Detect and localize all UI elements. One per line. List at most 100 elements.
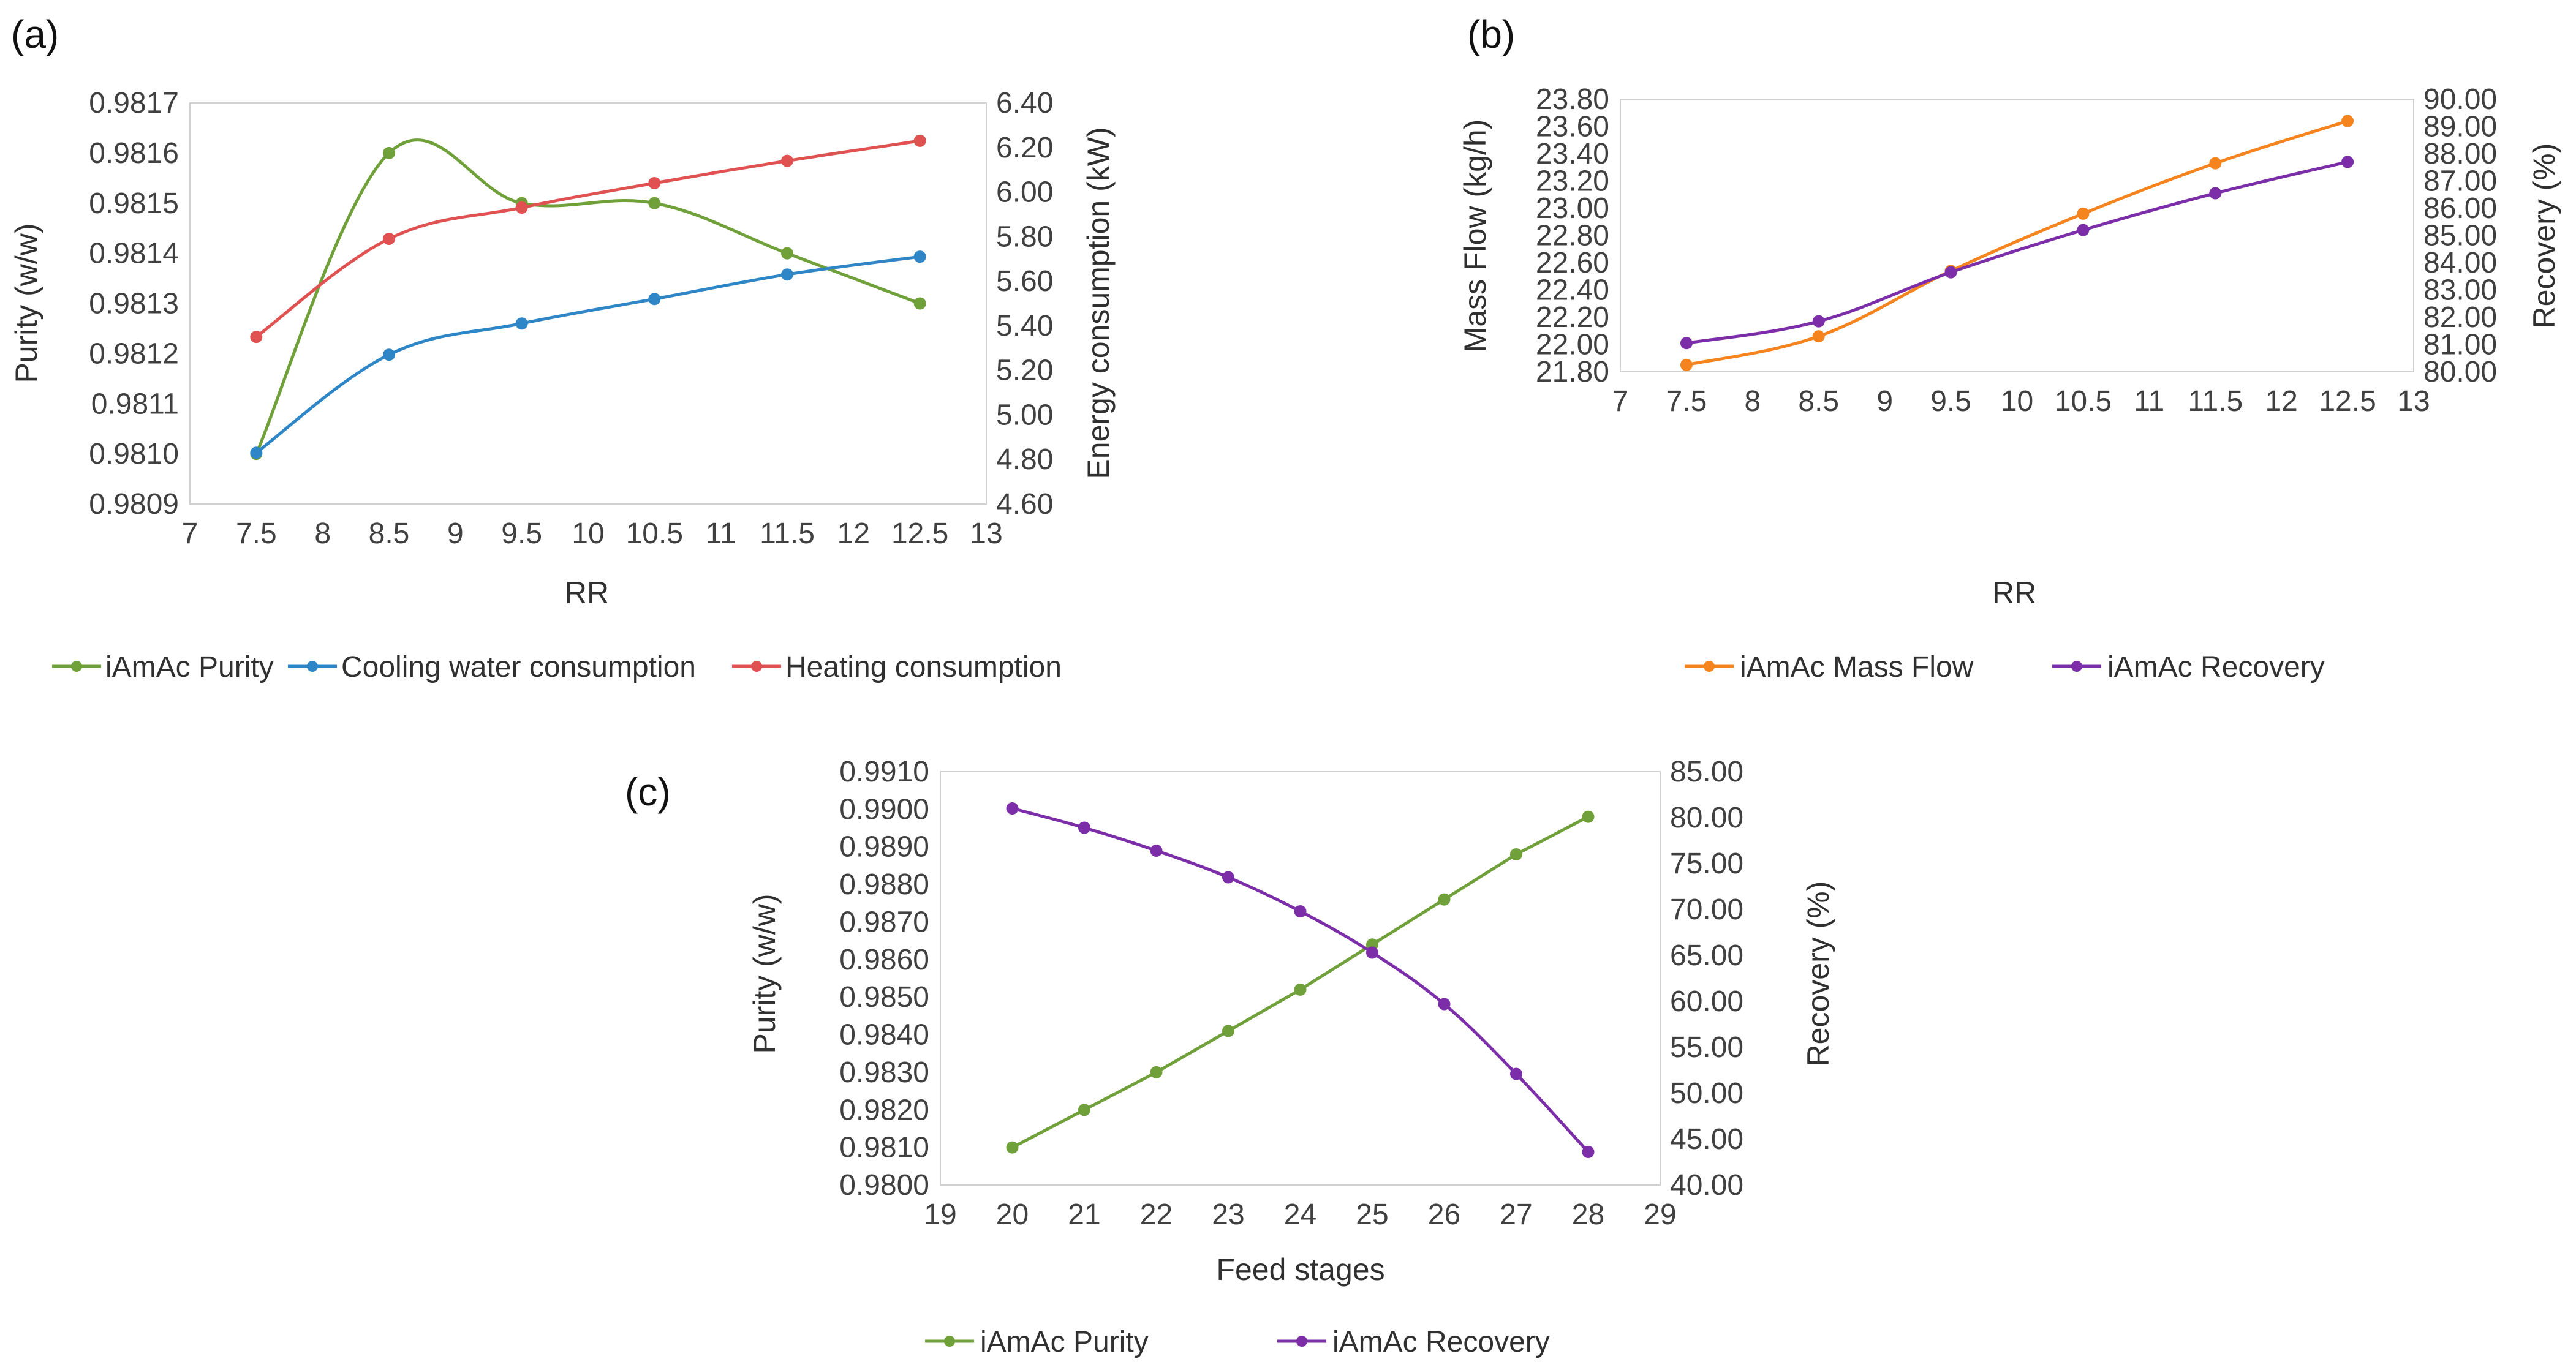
x-tick-c-10: 29 [1644,1199,1676,1231]
x-tick-a-2: 8 [314,518,331,550]
legend-marker-c-purity [944,1336,955,1347]
data-point-b-iamac-recovery-3 [2077,224,2090,236]
y-axis-title-b: Mass Flow (kg/h) [1458,119,1492,353]
x-tick-b-4: 9 [1876,385,1893,418]
series-line-a-iamac-purity [255,138,921,455]
data-point-a-iamac-purity-5 [913,297,926,310]
series-line-b-iamac-recovery [1686,160,2348,345]
panel-c: (c) 0.9800 0.9810 0.9820 0.9830 0.9840 0.9850… [625,756,1835,1358]
data-point-b-iamac-recovery-2 [1944,266,1957,279]
x-axis-title-b: RR [1992,576,2036,610]
y-tick-left-a-2: 0.9811 [91,388,179,420]
legend-marker-a-heating [751,661,762,672]
data-point-b-iamac-mass-flow-0 [1680,358,1693,371]
x-tick-a-7: 10.5 [626,518,683,550]
y-tick-right-b-1: 81.00 [2423,329,2497,361]
series-line-a-heating-consumption [255,139,921,339]
y-tick-right-b-5: 85.00 [2423,220,2497,252]
y-tick-left-c-8: 0.9880 [839,868,929,901]
y-tick-right-b-8: 88.00 [2423,138,2497,170]
y-tick-left-a-6: 0.9815 [89,187,179,220]
x-tick-c-2: 21 [1068,1199,1100,1231]
y-axis-right-title-a: Energy consumption (kW) [1081,127,1116,479]
x-axis-title-a: RR [565,576,609,610]
data-point-a-cooling-water-consumption-0 [250,446,263,459]
x-tick-c-3: 22 [1140,1199,1173,1231]
data-point-c-iamac-recovery-3 [1222,871,1234,884]
series-group-c [1006,802,1595,1158]
x-tick-c-1: 20 [996,1199,1029,1231]
x-tick-a-6: 10 [572,518,604,550]
y-tick-right-a-5: 5.60 [996,265,1053,298]
data-point-b-iamac-recovery-5 [2341,156,2354,168]
x-tick-c-4: 23 [1212,1199,1244,1231]
y-tick-right-c-4: 60.00 [1670,985,1743,1018]
data-point-b-iamac-mass-flow-5 [2341,115,2354,127]
panel-label-c: (c) [625,770,671,814]
data-point-c-iamac-recovery-0 [1006,802,1019,815]
x-tick-b-2: 8 [1744,385,1761,418]
y-tick-right-a-0: 4.60 [996,488,1053,521]
x-axis-title-c: Feed stages [1216,1252,1384,1287]
y-tick-left-c-7: 0.9870 [839,906,929,938]
x-tick-c-9: 28 [1572,1199,1604,1231]
data-point-a-cooling-water-consumption-4 [781,268,793,281]
legend-marker-b-recovery [2071,661,2082,672]
y-ticks-right-c: 40.00 45.00 50.00 55.00 60.00 65.00 70.00 75.00… [1670,756,1743,1202]
data-point-a-heating-consumption-0 [250,331,263,344]
y-tick-right-b-7: 87.00 [2423,165,2497,198]
y-ticks-left-c: 0.9800 0.9810 0.9820 0.9830 0.9840 0.9850 0.98… [839,756,929,1202]
panel-label-a: (a) [11,12,59,56]
x-tick-b-3: 8.5 [1798,385,1839,418]
y-axis-right-title-c: Recovery (%) [1801,881,1835,1067]
y-tick-right-c-0: 40.00 [1670,1169,1743,1202]
plot-frame-a [189,102,987,505]
x-tick-b-11: 12.5 [2319,385,2376,418]
legend-label-b-massflow: iAmAc Mass Flow [1740,651,1974,683]
y-tick-right-a-1: 4.80 [996,443,1053,476]
y-tick-left-a-1: 0.9810 [89,438,179,470]
x-tick-c-0: 19 [924,1199,956,1231]
data-point-a-heating-consumption-2 [515,201,528,214]
x-tick-b-5: 9.5 [1930,385,1971,418]
y-tick-left-b-2: 22.20 [1536,301,1609,334]
y-tick-right-c-5: 65.00 [1670,939,1743,972]
series-group-b [1680,115,2354,371]
data-point-c-iamac-purity-1 [1078,1104,1090,1116]
data-point-a-cooling-water-consumption-5 [913,250,926,263]
legend-c: iAmAc Purity iAmAc Recovery [925,1326,1550,1358]
y-tick-left-b-4: 22.60 [1536,247,1609,279]
x-tick-c-7: 26 [1428,1199,1460,1231]
y-tick-right-c-1: 45.00 [1670,1123,1743,1156]
legend-marker-a-purity [71,661,82,672]
data-point-c-iamac-recovery-6 [1438,998,1451,1011]
legend-label-a-heating: Heating consumption [785,651,1062,683]
data-point-c-iamac-purity-8 [1582,810,1595,823]
data-point-c-iamac-recovery-7 [1510,1067,1522,1080]
y-tick-left-b-10: 23.80 [1536,83,1609,116]
x-tick-b-1: 7.5 [1666,385,1707,418]
y-tick-right-c-6: 70.00 [1670,894,1743,926]
data-point-b-iamac-recovery-1 [1812,315,1825,328]
y-tick-right-a-7: 6.00 [996,176,1053,209]
y-tick-left-b-9: 23.60 [1536,111,1609,143]
x-tick-b-0: 7 [1612,385,1629,418]
x-tick-c-6: 25 [1356,1199,1388,1231]
panel-a: (a) 0.9809 0.9810 0.9811 0.9812 0.9813 0.9814… [9,12,1116,683]
series-group-a [250,134,926,461]
y-tick-left-b-5: 22.80 [1536,220,1609,252]
legend-label-a-cooling: Cooling water consumption [341,651,696,683]
y-tick-left-c-1: 0.9810 [839,1132,929,1164]
x-tick-a-10: 12 [837,518,870,550]
data-point-a-heating-consumption-4 [781,154,793,167]
data-point-b-iamac-mass-flow-1 [1812,330,1825,343]
x-ticks-c: 19 20 21 22 23 24 25 26 27 28 29 [924,1199,1676,1231]
y-tick-right-a-8: 6.20 [996,132,1053,164]
data-point-c-iamac-recovery-2 [1150,845,1163,857]
panel-b: (b) 21.8022.0022.2022.4022.6022.8023.002… [1458,12,2561,683]
data-point-c-iamac-purity-0 [1006,1141,1019,1154]
plot-frame-c [940,771,1661,1186]
legend-label-c-purity: iAmAc Purity [980,1326,1149,1358]
legend-label-b-recovery: iAmAc Recovery [2107,651,2325,683]
y-tick-right-b-2: 82.00 [2423,301,2497,334]
